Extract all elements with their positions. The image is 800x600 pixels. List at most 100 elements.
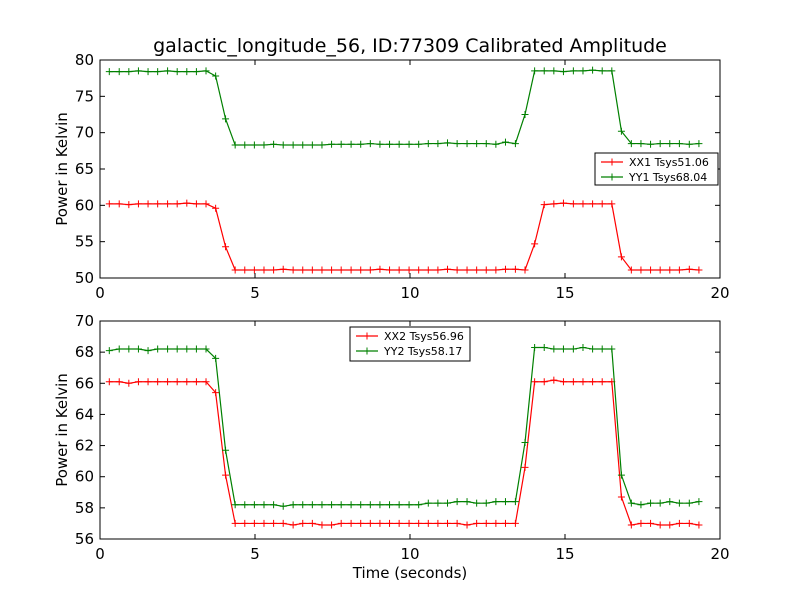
data-point xyxy=(473,499,481,507)
data-point xyxy=(250,141,258,149)
data-point xyxy=(202,200,210,208)
data-point xyxy=(212,204,220,212)
data-point xyxy=(173,378,181,386)
data-point xyxy=(357,266,365,274)
data-point xyxy=(299,266,307,274)
data-point xyxy=(647,499,655,507)
data-point xyxy=(115,68,123,76)
y-tick-label: 64 xyxy=(75,405,94,423)
data-point xyxy=(501,519,509,527)
data-point xyxy=(134,67,142,75)
data-point xyxy=(444,499,452,507)
data-point xyxy=(173,345,181,353)
y-tick-label: 60 xyxy=(75,468,94,486)
data-point xyxy=(559,378,567,386)
data-point xyxy=(164,378,172,386)
data-point xyxy=(337,140,345,148)
data-point xyxy=(521,438,529,446)
data-point xyxy=(415,501,423,509)
data-point xyxy=(366,501,374,509)
data-point xyxy=(357,519,365,527)
data-point xyxy=(492,140,500,148)
data-point xyxy=(289,266,297,274)
data-point xyxy=(222,446,230,454)
data-point xyxy=(183,345,191,353)
data-point xyxy=(647,266,655,274)
data-point xyxy=(501,265,509,273)
data-point xyxy=(270,519,278,527)
data-point xyxy=(434,499,442,507)
data-point xyxy=(531,343,539,351)
x-tick-label: 0 xyxy=(95,284,105,302)
data-point xyxy=(617,127,625,135)
data-point xyxy=(617,253,625,261)
data-point xyxy=(424,519,432,527)
legend-label: YY1 Tsys68.04 xyxy=(628,171,707,184)
x-tick-label: 10 xyxy=(400,284,419,302)
legend-marker xyxy=(363,332,371,340)
data-point xyxy=(376,265,384,273)
x-tick-label: 20 xyxy=(710,545,729,563)
data-point xyxy=(492,519,500,527)
data-point xyxy=(405,519,413,527)
data-point xyxy=(134,345,142,353)
data-point xyxy=(212,354,220,362)
data-point xyxy=(569,345,577,353)
data-point xyxy=(434,140,442,148)
data-point xyxy=(231,141,239,149)
data-point xyxy=(308,501,316,509)
legend: XX1 Tsys51.06 YY1 Tsys68.04 xyxy=(594,152,719,186)
data-point xyxy=(647,519,655,527)
data-point xyxy=(589,378,597,386)
data-point xyxy=(453,266,461,274)
data-point xyxy=(415,519,423,527)
data-point xyxy=(501,498,509,506)
data-point xyxy=(279,519,287,527)
data-point xyxy=(647,140,655,148)
data-point xyxy=(144,347,152,355)
data-point xyxy=(154,378,162,386)
data-point xyxy=(531,240,539,248)
data-point xyxy=(308,266,316,274)
data-point xyxy=(347,140,355,148)
data-point xyxy=(434,519,442,527)
data-point xyxy=(308,519,316,527)
data-point xyxy=(637,519,645,527)
data-point xyxy=(521,463,529,471)
data-point xyxy=(598,67,606,75)
data-point xyxy=(675,519,683,527)
data-point xyxy=(144,200,152,208)
data-point xyxy=(550,345,558,353)
legend-label: XX1 Tsys51.06 xyxy=(629,156,709,169)
y-axis-label-bottom: Power in Kelvin xyxy=(53,373,71,487)
data-point xyxy=(482,519,490,527)
data-point xyxy=(260,519,268,527)
chart-title: galactic_longitude_56, ID:77309 Calibrat… xyxy=(153,35,667,57)
data-point xyxy=(656,521,664,529)
data-point xyxy=(231,519,239,527)
data-point xyxy=(434,266,442,274)
data-point xyxy=(125,201,133,209)
y-tick-label: 56 xyxy=(75,530,94,548)
data-point xyxy=(337,501,345,509)
data-point xyxy=(405,266,413,274)
data-point xyxy=(511,519,519,527)
data-point xyxy=(318,266,326,274)
data-point xyxy=(531,67,539,75)
data-point xyxy=(328,140,336,148)
data-point xyxy=(328,501,336,509)
data-point xyxy=(144,378,152,386)
data-point xyxy=(115,378,123,386)
data-point xyxy=(511,498,519,506)
data-point xyxy=(212,389,220,397)
legend-label: YY2 Tsys58.17 xyxy=(383,345,462,358)
data-point xyxy=(569,378,577,386)
data-point xyxy=(395,501,403,509)
x-tick-label: 5 xyxy=(250,284,260,302)
y-tick-label: 50 xyxy=(75,269,94,287)
data-point xyxy=(521,111,529,118)
data-point xyxy=(511,265,519,273)
data-point xyxy=(444,519,452,527)
